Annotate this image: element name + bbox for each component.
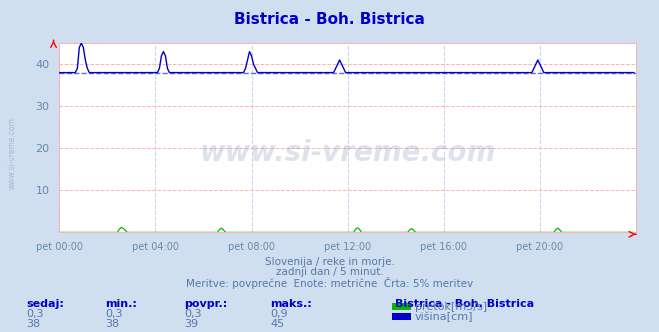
Text: zadnji dan / 5 minut.: zadnji dan / 5 minut. [275, 267, 384, 277]
Text: 45: 45 [270, 319, 284, 329]
Text: 0,3: 0,3 [185, 309, 202, 319]
Text: www.si-vreme.com: www.si-vreme.com [200, 139, 496, 167]
Text: pretok[m3/s]: pretok[m3/s] [415, 302, 487, 312]
Text: www.si-vreme.com: www.si-vreme.com [8, 117, 17, 189]
Text: min.:: min.: [105, 299, 137, 309]
Text: sedaj:: sedaj: [26, 299, 64, 309]
Text: Slovenija / reke in morje.: Slovenija / reke in morje. [264, 257, 395, 267]
Text: povpr.:: povpr.: [185, 299, 228, 309]
Text: 0,9: 0,9 [270, 309, 288, 319]
Text: višina[cm]: višina[cm] [415, 311, 474, 322]
Text: 0,3: 0,3 [26, 309, 44, 319]
Text: Bistrica - Boh. Bistrica: Bistrica - Boh. Bistrica [234, 12, 425, 27]
Text: maks.:: maks.: [270, 299, 312, 309]
Text: 0,3: 0,3 [105, 309, 123, 319]
Text: 38: 38 [105, 319, 119, 329]
Text: 39: 39 [185, 319, 198, 329]
Text: Bistrica - Boh. Bistrica: Bistrica - Boh. Bistrica [395, 299, 534, 309]
Text: 38: 38 [26, 319, 40, 329]
Text: Meritve: povprečne  Enote: metrične  Črta: 5% meritev: Meritve: povprečne Enote: metrične Črta:… [186, 277, 473, 289]
